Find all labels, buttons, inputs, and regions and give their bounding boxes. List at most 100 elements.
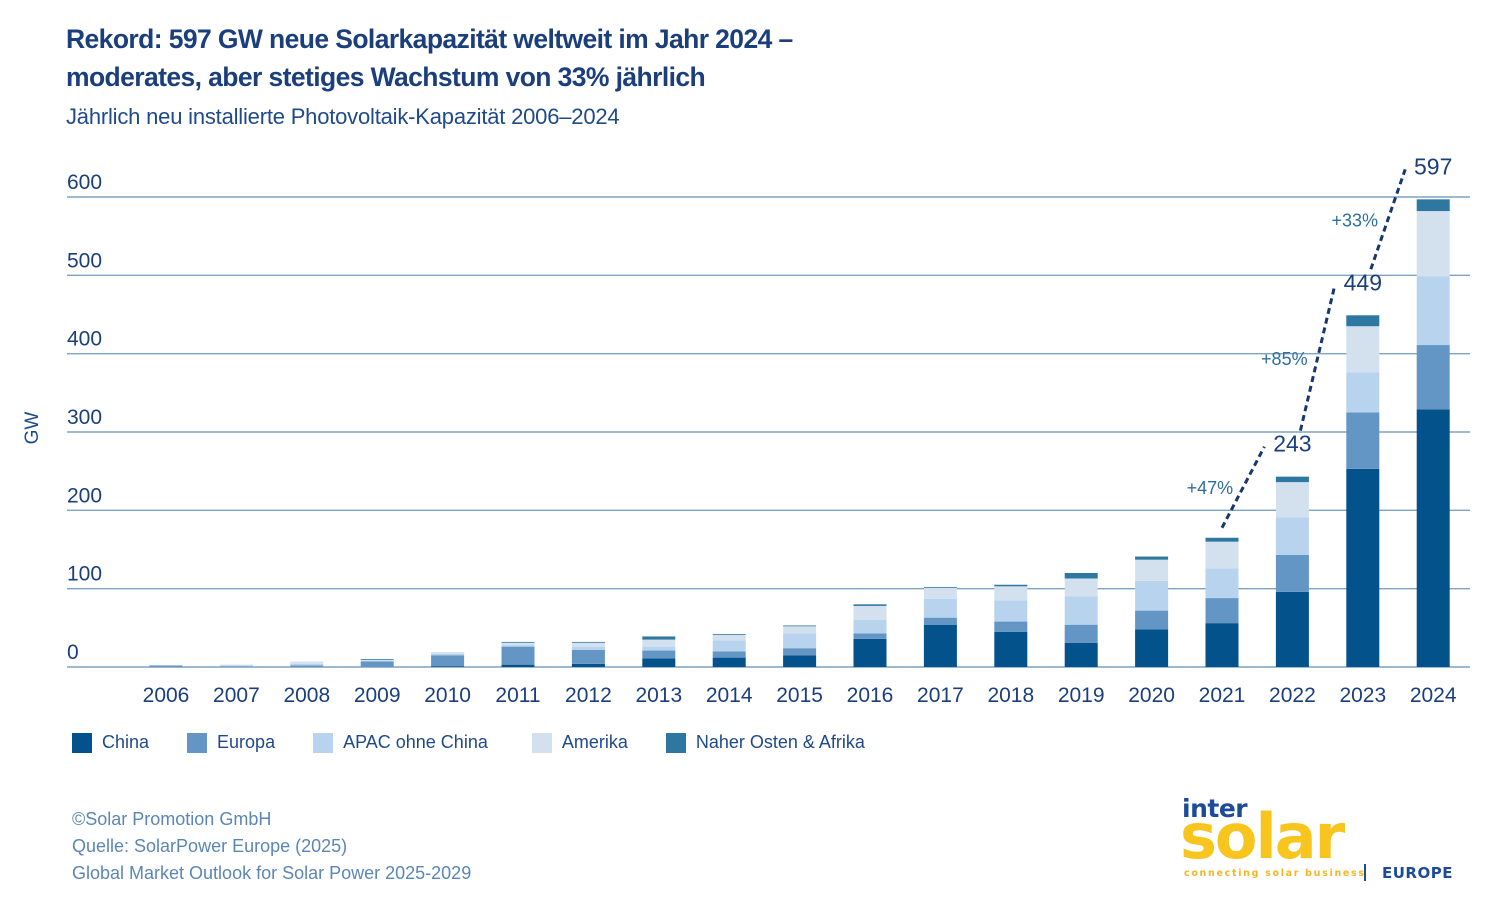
growth-label-2024: +33%: [1331, 210, 1378, 230]
bar-segment-china-2022: [1275, 591, 1309, 667]
intersolar-logo: inter solar connecting solar business EU…: [1180, 794, 1465, 891]
bar-segment-apac-ohne-china-2022: [1275, 517, 1309, 555]
bar-segment-china-2010: [431, 666, 465, 668]
gridlines: [67, 196, 1470, 668]
legend-swatch-europa: [187, 732, 208, 753]
bar-segment-apac-ohne-china-2015: [783, 633, 817, 649]
y-axis-ticks: 0 100 200 300 400 500 600: [67, 171, 102, 664]
logo-tagline: connecting solar business: [1184, 868, 1366, 879]
bar-segment-apac-ohne-china-2009: [360, 660, 394, 662]
bar-segment-europa-2022: [1275, 554, 1309, 592]
bar-group-2008: [290, 661, 324, 667]
bar-segment-europa-2009: [360, 661, 394, 667]
bar-segment-apac-ohne-china-2024: [1416, 276, 1450, 346]
bar-segment-amerika-2015: [783, 626, 817, 634]
bar-group-2012: [571, 641, 605, 667]
x-tick-label: 2019: [1058, 684, 1105, 707]
total-label-2022: 243: [1273, 431, 1311, 457]
bar-segment-naher-osten-afrika-2013: [642, 636, 676, 640]
growth-annotations: 243 449 597 +47% +85% +33%: [1187, 153, 1452, 529]
bar-group-2023: [1346, 315, 1380, 667]
bar-segment-amerika-2012: [571, 642, 605, 647]
x-tick-label: 2014: [706, 684, 753, 707]
bar-group-2020: [1135, 556, 1169, 667]
legend-swatch-apac: [313, 732, 334, 753]
growth-line-2021-2022: [1220, 445, 1266, 529]
legend: China Europa APAC ohne China Amerika Nah…: [72, 732, 903, 753]
bar-segment-china-2021: [1205, 623, 1239, 667]
logo-inter-text: inter: [1182, 794, 1248, 823]
bar-segment-apac-ohne-china-2007: [219, 665, 253, 667]
logo-region: EUROPE: [1382, 864, 1453, 882]
y-axis-label: GW: [22, 412, 43, 445]
bar-segment-europa-2011: [501, 646, 535, 665]
bar-segment-naher-osten-afrika-2021: [1205, 537, 1239, 542]
bar-segment-europa-2019: [1064, 624, 1098, 643]
x-tick-label: 2010: [424, 684, 471, 707]
growth-line-2022-2023: [1298, 284, 1337, 431]
bar-group-2011: [501, 641, 535, 667]
bar-segment-apac-ohne-china-2012: [571, 646, 605, 650]
bar-segment-naher-osten-afrika-2022: [1275, 476, 1309, 483]
bar-segment-europa-2020: [1135, 610, 1169, 630]
bar-segment-amerika-2014: [712, 634, 746, 641]
x-tick-label: 2024: [1410, 684, 1457, 707]
x-tick-label: 2015: [776, 684, 823, 707]
bar-segment-apac-ohne-china-2008: [290, 663, 324, 666]
bars: [149, 199, 1450, 668]
source-footer: ©Solar Promotion GmbH Quelle: SolarPower…: [72, 806, 471, 887]
chart-title-line-2: moderates, aber stetiges Wachstum von 33…: [66, 62, 706, 92]
legend-item-apac: APAC ohne China: [313, 732, 488, 753]
logo-solar-text: solar: [1180, 800, 1345, 873]
bar-group-2009: [360, 659, 394, 667]
bar-group-2018: [994, 584, 1028, 667]
legend-label-mea: Naher Osten & Afrika: [695, 732, 865, 752]
bar-segment-china-2011: [501, 664, 535, 667]
bar-segment-apac-ohne-china-2016: [853, 620, 887, 634]
x-tick-label: 2021: [1199, 684, 1246, 707]
legend-item-china: China: [72, 732, 149, 753]
legend-label-apac: APAC ohne China: [343, 732, 488, 752]
x-axis-ticks: 2006 2007 2008 2009 2010 2011 2012 2013 2014 2015…: [143, 684, 1457, 707]
bar-segment-amerika-2009: [360, 659, 394, 661]
bar-group-2024: [1416, 199, 1450, 667]
bar-group-2015: [783, 625, 817, 667]
legend-swatch-mea: [665, 732, 686, 753]
chart-subtitle: Jährlich neu installierte Photovoltaik-K…: [66, 104, 620, 129]
bar-segment-apac-ohne-china-2010: [431, 653, 465, 656]
logo-divider: [1364, 864, 1366, 881]
x-tick-label: 2012: [565, 684, 612, 707]
bar-segment-amerika-2022: [1275, 482, 1309, 518]
bar-segment-europa-2021: [1205, 598, 1239, 624]
legend-swatch-amerika: [531, 732, 552, 753]
bar-segment-china-2012: [571, 663, 605, 667]
bar-group-2019: [1064, 573, 1098, 667]
legend-label-amerika: Amerika: [561, 732, 628, 752]
bar-segment-europa-2006: [149, 665, 183, 667]
bar-segment-apac-ohne-china-2014: [712, 640, 746, 652]
bar-segment-naher-osten-afrika-2023: [1346, 315, 1380, 327]
y-tick-label: 400: [67, 328, 102, 351]
bar-segment-europa-2008: [290, 665, 324, 667]
x-tick-label: 2013: [635, 684, 682, 707]
bar-segment-amerika-2017: [923, 587, 957, 599]
bar-group-2013: [642, 636, 676, 667]
bar-segment-apac-ohne-china-2017: [923, 598, 957, 618]
chart-title: Rekord: 597 GW neue Solarkapazität weltw…: [66, 20, 793, 96]
bar-segment-europa-2016: [853, 633, 887, 639]
bar-segment-europa-2010: [431, 655, 465, 667]
x-tick-label: 2016: [847, 684, 894, 707]
bar-segment-europa-2015: [783, 648, 817, 656]
bar-group-2006: [149, 665, 183, 667]
bar-segment-amerika-2024: [1416, 211, 1450, 277]
bar-segment-apac-ohne-china-2023: [1346, 372, 1380, 413]
bar-group-2017: [923, 587, 957, 667]
x-tick-label: 2018: [987, 684, 1034, 707]
legend-item-amerika: Amerika: [531, 732, 628, 753]
bar-group-2022: [1275, 476, 1309, 667]
x-tick-label: 2022: [1269, 684, 1316, 707]
bar-segment-amerika-2021: [1205, 541, 1239, 569]
x-tick-label: 2023: [1339, 684, 1386, 707]
bar-segment-naher-osten-afrika-2014: [712, 634, 746, 635]
